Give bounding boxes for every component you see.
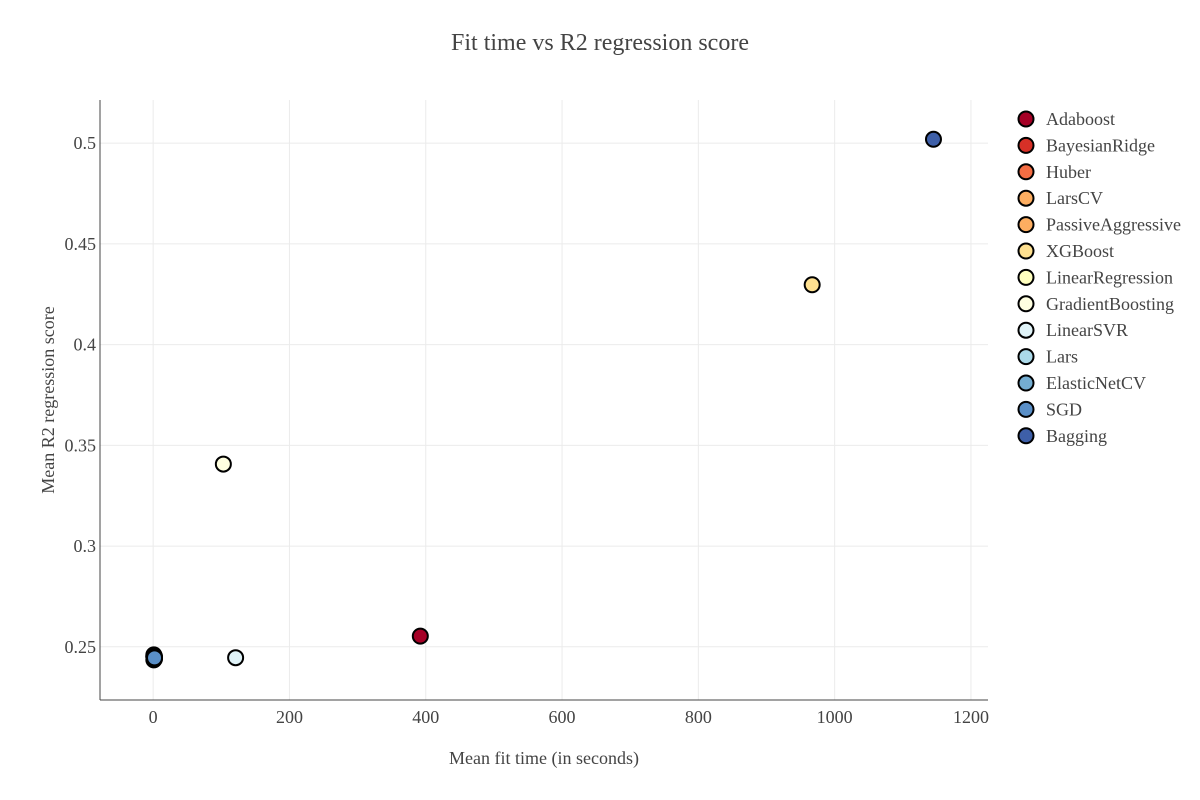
legend-label: ElasticNetCV	[1046, 373, 1146, 393]
x-tick-label: 800	[685, 707, 712, 727]
data-point	[214, 455, 232, 473]
legend: Adaboost BayesianRidge Huber LarsCV PassiveA…	[1017, 109, 1181, 446]
legend-label: XGBoost	[1046, 241, 1114, 261]
legend-label: BayesianRidge	[1046, 135, 1155, 155]
legend-label: Lars	[1046, 347, 1078, 367]
y-tick-label: 0.25	[65, 637, 97, 657]
y-tick-label: 0.35	[65, 435, 97, 455]
legend-marker	[1017, 427, 1035, 445]
legend-marker	[1017, 216, 1035, 234]
x-tick-label: 1200	[953, 707, 989, 727]
legend-marker	[1017, 242, 1035, 260]
chart-title: Fit time vs R2 regression score	[451, 30, 749, 56]
legend-marker	[1017, 268, 1035, 286]
y-tick-label: 0.45	[65, 234, 97, 254]
data-point	[924, 130, 942, 148]
y-tick-labels: 0.25 0.3 0.35 0.4 0.45 0.5	[65, 133, 97, 657]
x-tick-label: 600	[549, 707, 576, 727]
y-tick-label: 0.5	[74, 133, 97, 153]
data-point	[146, 649, 164, 667]
legend-label: LarsCV	[1046, 188, 1103, 208]
legend-marker	[1017, 348, 1035, 366]
y-tick-label: 0.4	[74, 335, 97, 355]
legend-label: Adaboost	[1046, 109, 1115, 129]
x-axis-title: Mean fit time (in seconds)	[449, 748, 639, 769]
legend-marker	[1017, 374, 1035, 392]
data-point	[227, 649, 245, 667]
legend-marker	[1017, 321, 1035, 339]
legend-marker	[1017, 163, 1035, 181]
data-points	[145, 130, 942, 669]
legend-marker	[1017, 295, 1035, 313]
grid-lines	[100, 100, 988, 700]
legend-label: LinearRegression	[1046, 267, 1173, 287]
x-tick-label: 400	[412, 707, 439, 727]
data-point	[411, 627, 429, 645]
y-axis-title: Mean R2 regression score	[38, 306, 58, 493]
x-tick-label: 0	[149, 707, 158, 727]
legend-marker	[1017, 400, 1035, 418]
legend-marker	[1017, 136, 1035, 154]
legend-marker	[1017, 189, 1035, 207]
legend-marker	[1017, 110, 1035, 128]
x-tick-labels: 0 200 400 600 800 1000 1200	[149, 707, 989, 727]
legend-label: LinearSVR	[1046, 320, 1128, 340]
y-tick-label: 0.3	[74, 536, 97, 556]
legend-label: GradientBoosting	[1046, 294, 1174, 314]
legend-label: Bagging	[1046, 426, 1107, 446]
x-tick-label: 200	[276, 707, 303, 727]
data-point	[803, 276, 821, 294]
legend-label: PassiveAggressive	[1046, 215, 1181, 235]
legend-label: SGD	[1046, 399, 1082, 419]
legend-label: Huber	[1046, 162, 1091, 182]
x-tick-label: 1000	[817, 707, 853, 727]
